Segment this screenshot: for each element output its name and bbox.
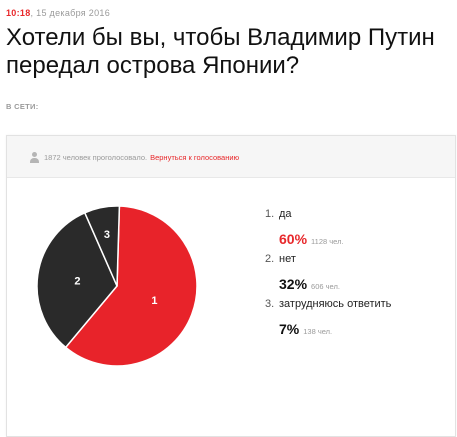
legend-number: 1. — [265, 208, 275, 220]
legend-label: нет — [279, 253, 296, 265]
pie-slice-1 — [64, 205, 198, 367]
page-title: Хотели бы вы, чтобы Владимир Путин перед… — [6, 24, 435, 79]
legend-item-1: 1. да 60% 1128 чел. — [265, 208, 455, 247]
voters-info: 1872 человек проголосовало. Вернуться к … — [29, 152, 239, 163]
article-date: , 15 декабря 2016 — [30, 8, 110, 18]
legend-percent: 60% — [279, 231, 308, 247]
voters-count-text: 1872 человек проголосовало. — [44, 153, 148, 162]
legend-item-2: 2. нет 32% 606 чел. — [265, 253, 455, 292]
pie-slice-label-1: 1 — [151, 295, 157, 307]
legend-number: 3. — [265, 298, 275, 310]
pie-slice-label-2: 2 — [74, 275, 80, 287]
pie-chart: 1 2 3 — [36, 205, 198, 367]
person-icon — [29, 152, 40, 163]
article-meta: 10:18, 15 декабря 2016 — [6, 8, 110, 18]
legend-percent: 32% — [279, 276, 308, 292]
article-time: 10:18 — [6, 8, 31, 18]
poll-results-card: 1872 человек проголосовало. Вернуться к … — [6, 135, 456, 437]
legend-count: 138 чел. — [303, 327, 333, 336]
legend-label: затрудняюсь ответить — [279, 298, 392, 310]
legend-label: да — [279, 208, 292, 220]
legend-percent: 7% — [279, 321, 300, 337]
poll-results-header: 1872 человек проголосовало. Вернуться к … — [7, 136, 455, 178]
legend-number: 2. — [265, 253, 275, 265]
pie-slice-3 — [83, 205, 121, 287]
online-label: В СЕТИ: — [6, 102, 39, 111]
legend-item-3: 3. затрудняюсь ответить 7% 138 чел. — [265, 298, 455, 337]
pie-slice-2 — [36, 211, 118, 349]
legend-count: 1128 чел. — [311, 237, 344, 246]
legend-count: 606 чел. — [311, 282, 340, 291]
back-to-voting-link[interactable]: Вернуться к голосованию — [150, 153, 240, 162]
pie-slice-label-3: 3 — [104, 229, 110, 241]
